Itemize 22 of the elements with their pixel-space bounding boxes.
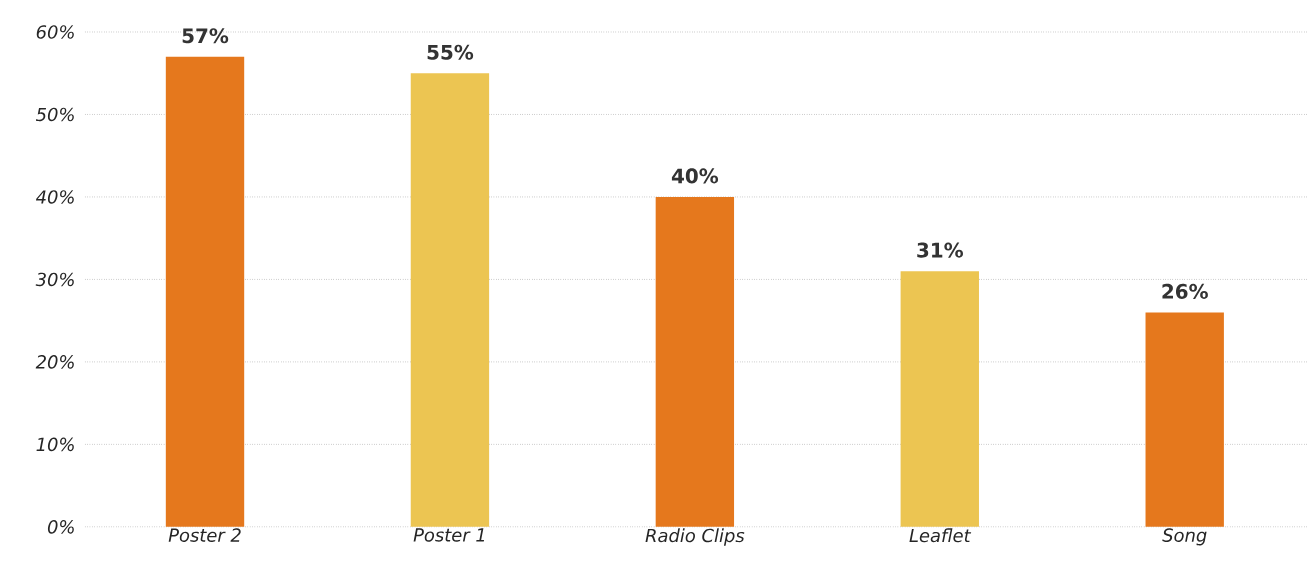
data-label: 26%	[1162, 283, 1208, 299]
y-tick-label: 10%	[36, 437, 74, 452]
x-tick-label: Poster 1	[413, 528, 485, 542]
data-label: 57%	[182, 28, 229, 44]
data-label: 31%	[917, 242, 963, 258]
y-tick-label: 40%	[35, 190, 74, 204]
x-tick-label: Poster 2	[168, 528, 241, 543]
y-tick-label: 20%	[35, 355, 74, 369]
y-tick-label: 50%	[35, 107, 74, 122]
bar	[165, 56, 245, 527]
bar	[900, 271, 979, 527]
x-tick-label: Leaflet	[909, 528, 972, 543]
data-label: 55%	[427, 44, 474, 60]
x-tick-label: Song	[1162, 528, 1207, 546]
bar	[410, 73, 490, 527]
y-tick-label: 30%	[35, 272, 74, 287]
x-tick-label: Radio Clips	[645, 528, 745, 546]
data-label: 40%	[671, 168, 719, 184]
y-tick-label: 0%	[47, 520, 74, 534]
bar	[1145, 312, 1224, 527]
bar	[655, 197, 735, 527]
y-tick-label: 60%	[36, 25, 74, 39]
